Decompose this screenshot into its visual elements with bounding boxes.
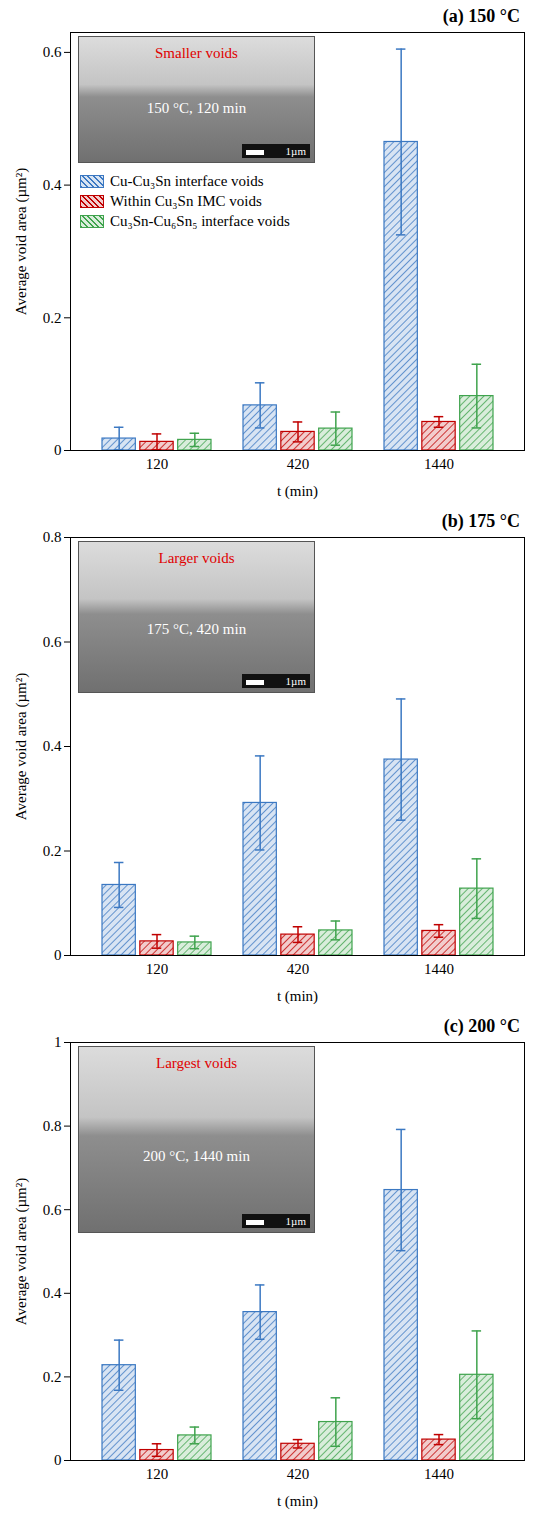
svg-text:120: 120 (146, 1466, 169, 1482)
svg-text:420: 420 (287, 961, 310, 977)
html-text:Larger voids: Larger voids (158, 550, 235, 566)
svg-text:0.2: 0.2 (43, 843, 62, 859)
svg-text:1: 1 (54, 1034, 62, 1050)
svg-text:Average void area (µm²): Average void area (µm²) (13, 673, 30, 820)
svg-text:0.8: 0.8 (43, 529, 62, 545)
html-text:Cu-Cu₃Sn interface voids: Cu-Cu₃Sn interface voids (110, 173, 264, 189)
svg-text:0: 0 (54, 947, 62, 963)
svg-text:1440: 1440 (424, 961, 454, 977)
svg-text:0: 0 (54, 442, 62, 458)
html-text:(c) 200 °C: (c) 200 °C (443, 1016, 520, 1036)
svg-text:1440: 1440 (424, 1466, 454, 1482)
svg-text:420: 420 (287, 1466, 310, 1482)
svg-text:120: 120 (146, 961, 169, 977)
svg-text:420: 420 (287, 456, 310, 472)
html-text:1µm: 1µm (285, 1215, 306, 1227)
svg-text:0.4: 0.4 (43, 177, 62, 193)
svg-text:0.4: 0.4 (43, 738, 62, 754)
svg-text:t (min): t (min) (277, 483, 318, 500)
svg-text:0.2: 0.2 (43, 1369, 62, 1385)
svg-text:0.2: 0.2 (43, 310, 62, 326)
html-text:Cu₃Sn-Cu₆Sn₅ interface voids: Cu₃Sn-Cu₆Sn₅ interface voids (110, 213, 290, 229)
svg-text:120: 120 (146, 456, 169, 472)
html-text:Largest voids: Largest voids (156, 1055, 237, 1071)
svg-text:0.6: 0.6 (43, 634, 62, 650)
svg-text:0.4: 0.4 (43, 1285, 62, 1301)
svg-text:t (min): t (min) (277, 1493, 318, 1510)
svg-text:0.6: 0.6 (43, 44, 62, 60)
svg-text:Average void area (µm²): Average void area (µm²) (13, 1178, 30, 1325)
svg-text:Average void area (µm²): Average void area (µm²) (13, 168, 30, 315)
svg-text:0.6: 0.6 (43, 1202, 62, 1218)
html-text:175 °C, 420 min: 175 °C, 420 min (146, 621, 247, 637)
html-text:(a) 150 °C: (a) 150 °C (442, 6, 520, 26)
html-text:200 °C, 1440 min: 200 °C, 1440 min (143, 1148, 250, 1165)
html-text:(b) 175 °C: (b) 175 °C (441, 511, 520, 531)
svg-text:1440: 1440 (424, 456, 454, 472)
svg-text:t (min): t (min) (277, 988, 318, 1005)
html-text:Smaller voids: Smaller voids (155, 45, 238, 61)
html-text:1µm: 1µm (285, 675, 306, 687)
svg-text:0.8: 0.8 (43, 1118, 62, 1134)
html-text:Within Cu₃Sn IMC voids: Within Cu₃Sn IMC voids (110, 193, 262, 209)
html-text:1µm: 1µm (285, 145, 306, 157)
svg-text:0: 0 (54, 1452, 62, 1468)
html-text:150 °C, 120 min: 150 °C, 120 min (146, 100, 247, 116)
